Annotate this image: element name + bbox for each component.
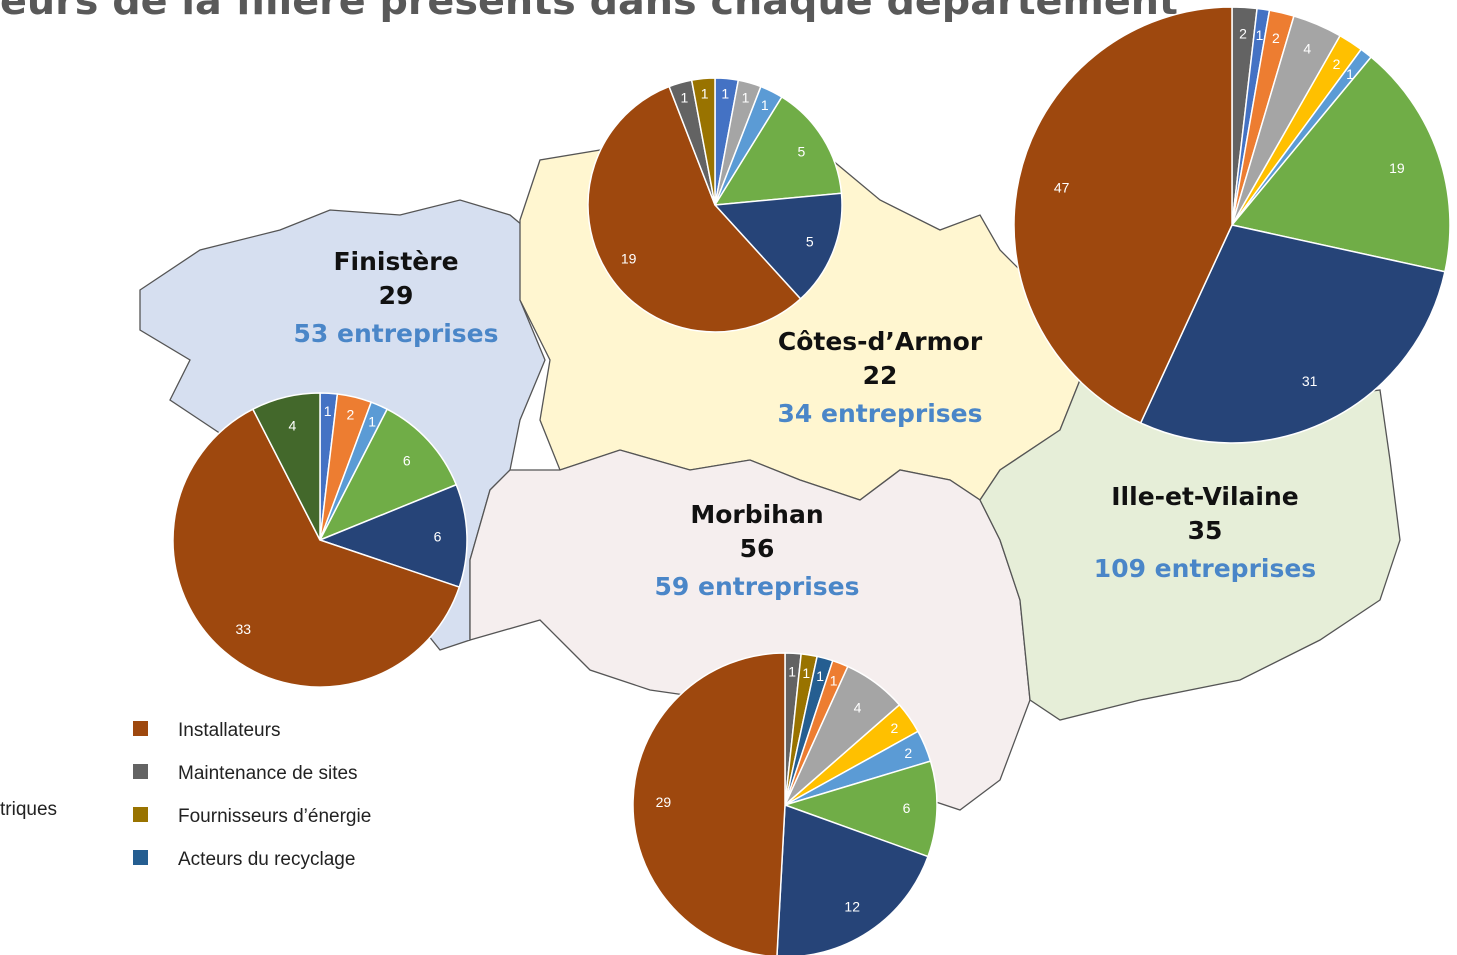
legend-swatch bbox=[133, 764, 148, 779]
legend-swatch bbox=[133, 721, 148, 736]
pie-label: 6 bbox=[903, 800, 911, 816]
pie-label: 1 bbox=[788, 663, 796, 679]
pie-label: 19 bbox=[1389, 160, 1405, 176]
pie-label: 5 bbox=[797, 144, 805, 160]
region-count: 34 entreprises bbox=[778, 399, 983, 428]
pie-slice bbox=[690, 77, 716, 206]
pie-label: 4 bbox=[288, 418, 296, 434]
pie-label: 2 bbox=[1272, 30, 1280, 46]
pie-label: 1 bbox=[701, 86, 709, 102]
region-count: 53 entreprises bbox=[294, 319, 499, 348]
pie-slice bbox=[1013, 6, 1233, 424]
pie-slice bbox=[587, 85, 802, 333]
pie-label: 1 bbox=[802, 665, 810, 681]
pie-label: 47 bbox=[1054, 180, 1070, 196]
legend-label: Maintenance de sites bbox=[178, 763, 358, 784]
legend-label: Acteurs du recyclage bbox=[178, 849, 355, 870]
region-name: Finistère bbox=[333, 247, 458, 276]
pie-label: 2 bbox=[1239, 25, 1247, 41]
pie-label: 12 bbox=[844, 898, 860, 914]
pie-label: 33 bbox=[235, 621, 251, 637]
pie-label: 1 bbox=[1346, 66, 1354, 82]
pie-label: 1 bbox=[830, 672, 838, 688]
pie-label: 4 bbox=[1303, 41, 1311, 57]
region-code: 29 bbox=[379, 281, 414, 310]
legend-swatch bbox=[133, 807, 148, 822]
region-code: 35 bbox=[1188, 516, 1223, 545]
pie-slice bbox=[632, 652, 786, 955]
pie-label: 2 bbox=[1333, 56, 1341, 72]
pie-label: 2 bbox=[891, 720, 899, 736]
pie-label: 6 bbox=[434, 529, 442, 545]
region-code: 56 bbox=[740, 534, 775, 563]
pie-label: 31 bbox=[1302, 373, 1318, 389]
region-name: Morbihan bbox=[690, 500, 823, 529]
pie-label: 1 bbox=[761, 97, 769, 113]
region-count: 109 entreprises bbox=[1094, 554, 1316, 583]
legend-fragment: triques bbox=[0, 799, 57, 820]
pie-label: 4 bbox=[854, 699, 862, 715]
pie-slice bbox=[1230, 56, 1451, 273]
region-code: 22 bbox=[863, 361, 898, 390]
pie-slice bbox=[782, 760, 938, 858]
pie-label: 19 bbox=[621, 250, 637, 266]
pie-label: 6 bbox=[403, 453, 411, 469]
pie-label: 1 bbox=[721, 86, 729, 102]
region-name: Côtes-d’Armor bbox=[778, 327, 983, 356]
pie-label: 1 bbox=[368, 414, 376, 430]
pie-label: 1 bbox=[816, 668, 824, 684]
pie-slice bbox=[317, 483, 468, 589]
pie-slice bbox=[1139, 224, 1446, 444]
pie-slice bbox=[713, 192, 843, 300]
region-name: Ille-et-Vilaine bbox=[1111, 482, 1298, 511]
legend-label: Fournisseurs d’énergie bbox=[178, 806, 371, 827]
pie-label: 1 bbox=[681, 90, 689, 106]
pie-label: 5 bbox=[806, 234, 814, 250]
pie-label: 29 bbox=[656, 794, 672, 810]
pie-label: 1 bbox=[742, 90, 750, 106]
pie-label: 1 bbox=[324, 403, 332, 419]
legend-swatch bbox=[133, 850, 148, 865]
pie-label: 1 bbox=[1256, 27, 1264, 43]
title: eurs de la filière présents dans chaque … bbox=[0, 0, 1178, 23]
pie-label: 2 bbox=[346, 406, 354, 422]
pie-slice bbox=[251, 392, 321, 541]
pie-slice bbox=[172, 408, 461, 688]
legend-label: Installateurs bbox=[178, 720, 280, 741]
region-count: 59 entreprises bbox=[655, 572, 860, 601]
pie-slice bbox=[713, 95, 843, 206]
pie-slice bbox=[318, 408, 458, 542]
pie-slice bbox=[776, 803, 929, 955]
pie-label: 2 bbox=[904, 745, 912, 761]
